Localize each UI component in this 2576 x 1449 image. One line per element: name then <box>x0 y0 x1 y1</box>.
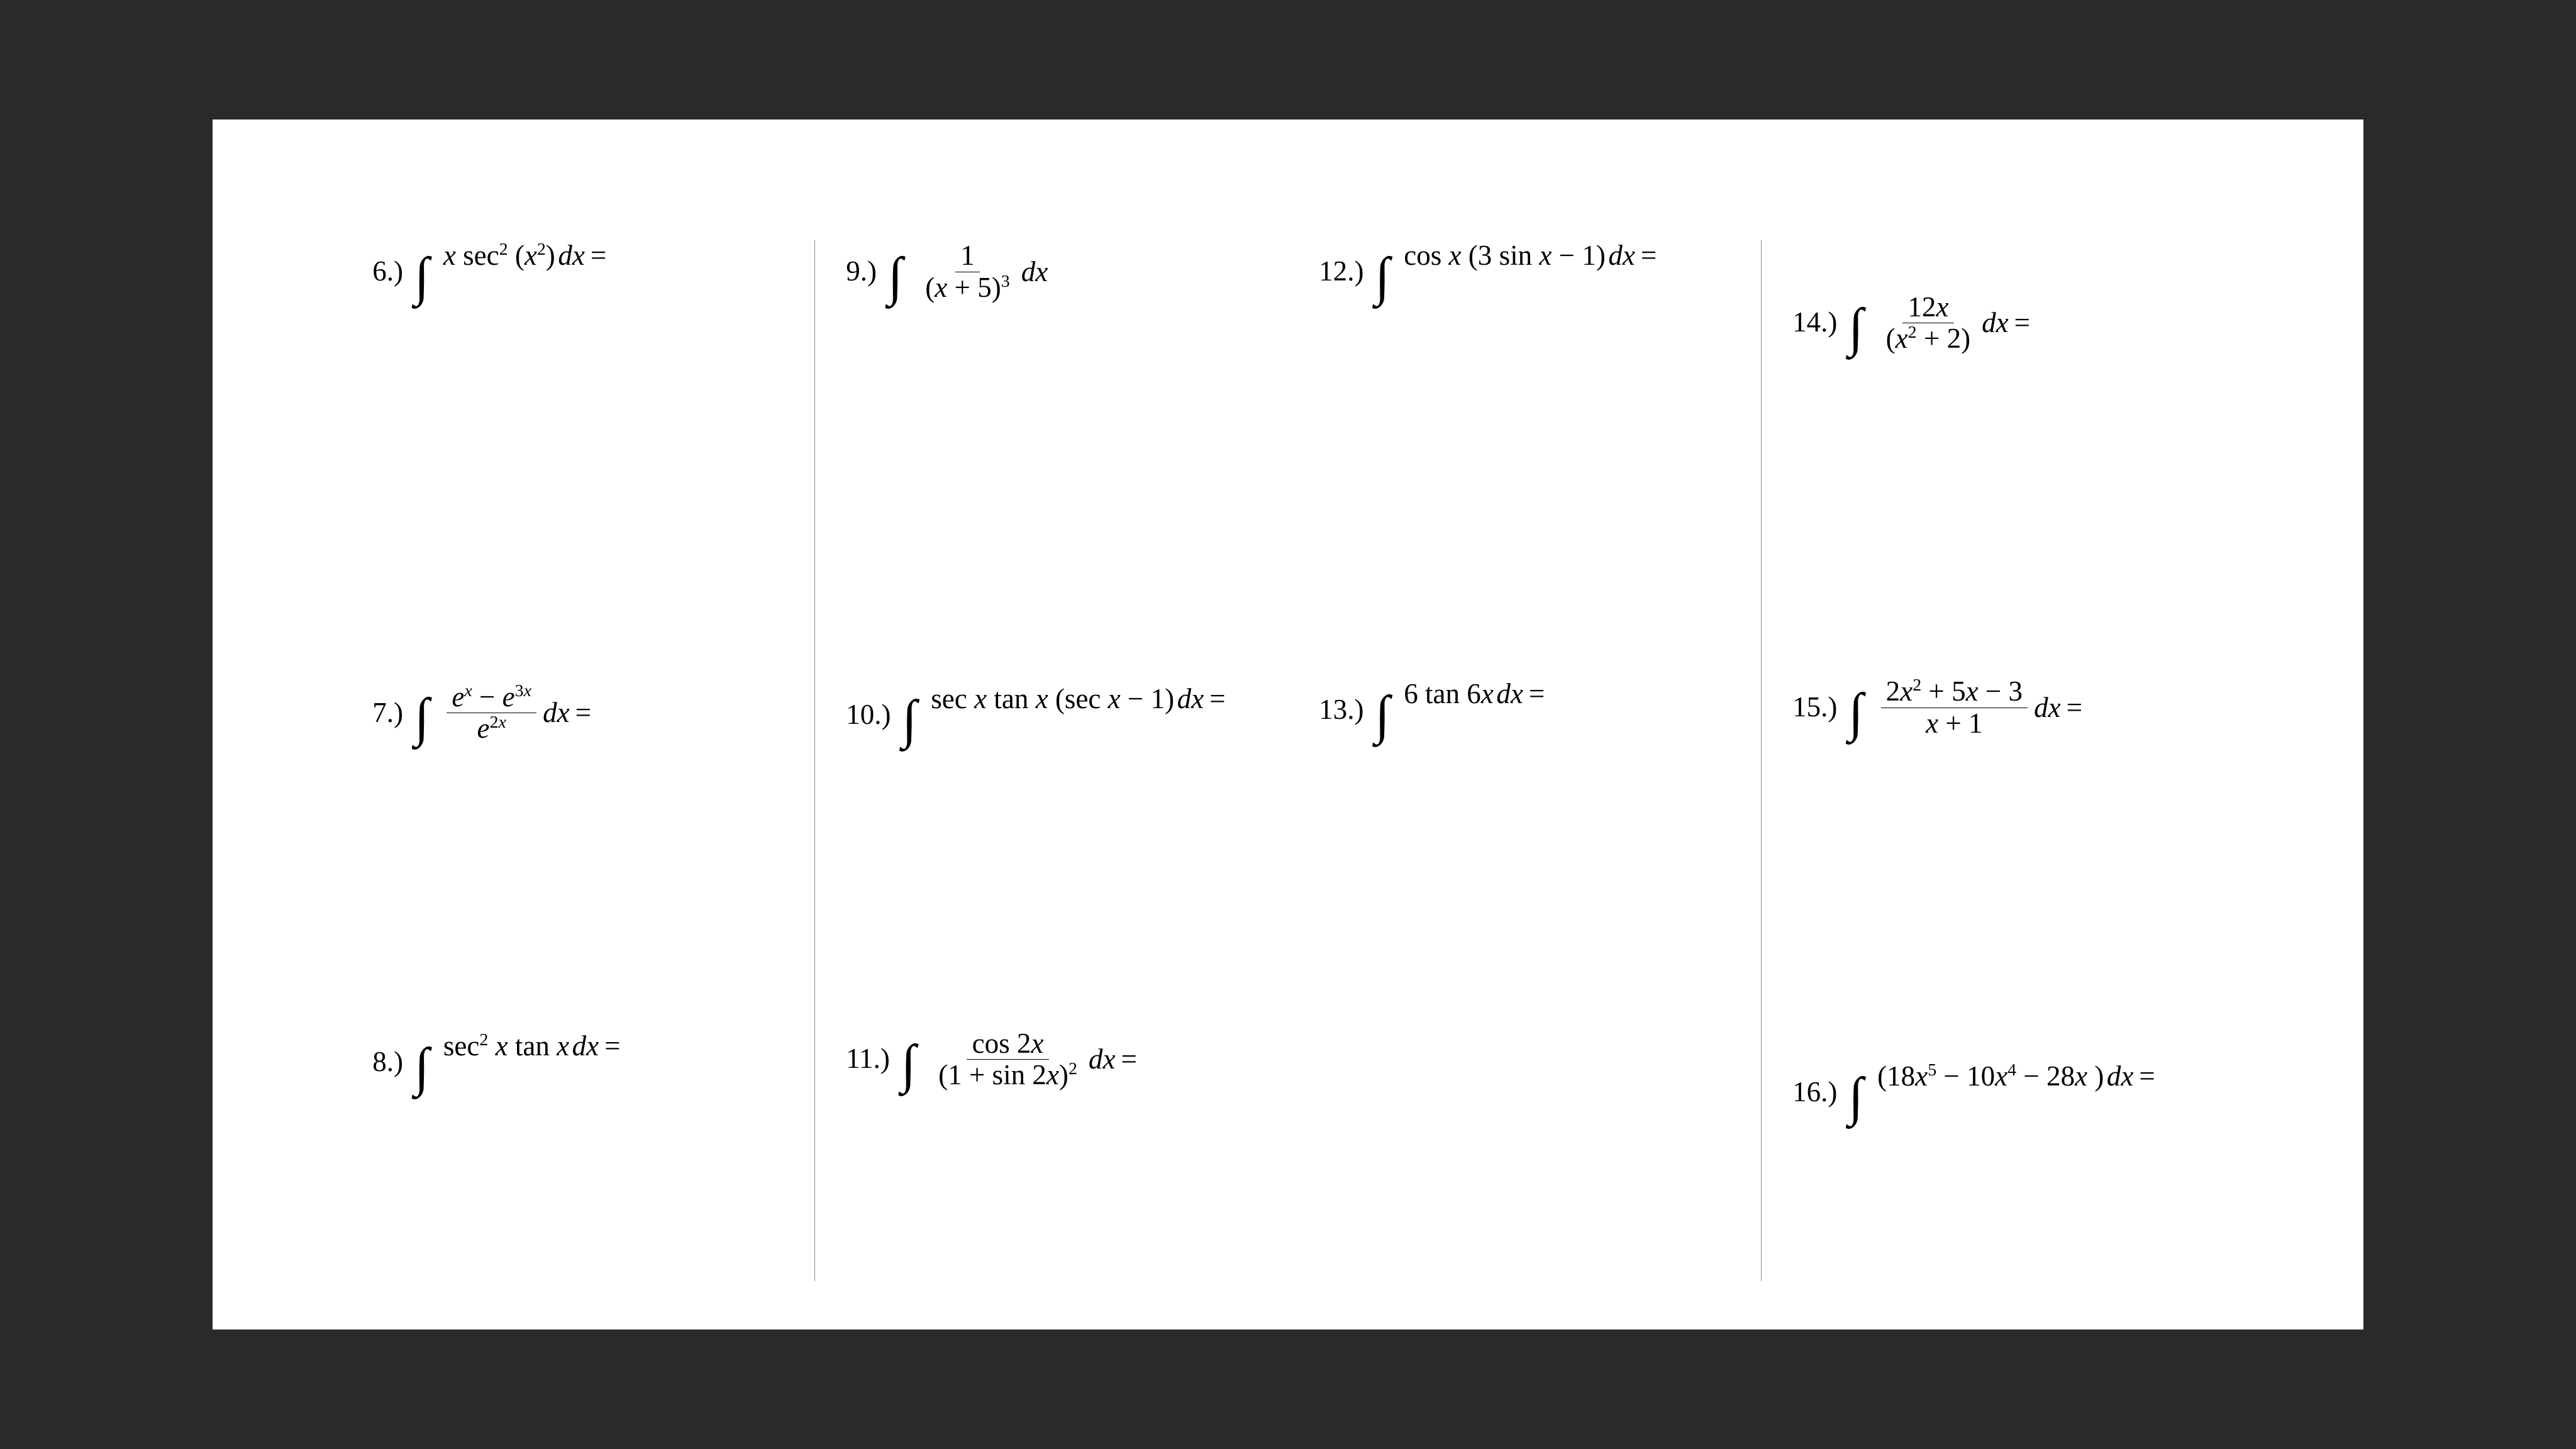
problem-number: 10.) <box>846 684 891 730</box>
problem-14: 14.) ∫ 12x (x2 + 2) dx = <box>1792 292 2204 355</box>
integrand: 2x2 + 5x − 3 x + 1 dx = <box>1877 676 2082 739</box>
integrand: 1 (x + 5)3 dx <box>917 240 1054 303</box>
integral-sign: ∫ <box>902 690 920 749</box>
integrand: (18x5 − 10x4 − 28x ) dx = <box>1877 1061 2155 1092</box>
integral-sign: ∫ <box>414 688 432 747</box>
worksheet-page: 6.) ∫ x sec2 (x2) dx = 7.) ∫ ex − e3x e2… <box>213 119 2363 1330</box>
integrand: x sec2 (x2) dx = <box>443 240 606 272</box>
problem-15: 15.) ∫ 2x2 + 5x − 3 x + 1 dx = <box>1792 676 2204 739</box>
integral-sign: ∫ <box>1848 298 1866 357</box>
problem-12: 12.) ∫ cos x (3 sin x − 1) dx = <box>1319 240 1730 299</box>
integral-sign: ∫ <box>414 1038 432 1097</box>
problem-9: 9.) ∫ 1 (x + 5)3 dx <box>846 240 1257 303</box>
integrand: sec x tan x (sec x − 1) dx = <box>931 684 1225 715</box>
problem-number: 13.) <box>1319 679 1363 725</box>
problem-8: 8.) ∫ sec2 x tan x dx = <box>372 1031 784 1090</box>
integral-sign: ∫ <box>1375 247 1392 306</box>
integrand: ex − e3x e2x dx = <box>443 682 591 745</box>
integral-sign: ∫ <box>414 247 432 306</box>
column-4: 14.) ∫ 12x (x2 + 2) dx = 15.) ∫ 2x2 + 5 <box>1762 240 2235 1281</box>
problem-number: 7.) <box>372 682 403 728</box>
problem-11: 11.) ∫ cos 2x (1 + sin 2x)2 dx = <box>846 1028 1257 1091</box>
problem-number: 15.) <box>1792 676 1837 723</box>
integral-sign: ∫ <box>1848 683 1866 742</box>
problem-number: 14.) <box>1792 292 1837 338</box>
problem-10: 10.) ∫ sec x tan x (sec x − 1) dx = <box>846 684 1257 743</box>
problem-13: 13.) ∫ 6 tan 6x dx = <box>1319 679 1730 738</box>
worksheet-grid: 6.) ∫ x sec2 (x2) dx = 7.) ∫ ex − e3x e2… <box>341 240 2235 1281</box>
column-1: 6.) ∫ x sec2 (x2) dx = 7.) ∫ ex − e3x e2… <box>341 240 815 1281</box>
problem-number: 11.) <box>846 1028 890 1075</box>
integrand: 6 tan 6x dx = <box>1404 679 1545 710</box>
problem-7: 7.) ∫ ex − e3x e2x dx = <box>372 682 784 745</box>
integral-sign: ∫ <box>1375 686 1392 745</box>
integral-sign: ∫ <box>888 247 906 306</box>
problem-number: 6.) <box>372 240 403 287</box>
integrand: sec2 x tan x dx = <box>443 1031 621 1062</box>
problem-number: 9.) <box>846 240 877 287</box>
problem-16: 16.) ∫ (18x5 − 10x4 − 28x ) dx = <box>1792 1061 2204 1120</box>
problem-number: 8.) <box>372 1031 403 1077</box>
integral-sign: ∫ <box>901 1035 919 1094</box>
integrand: cos x (3 sin x − 1) dx = <box>1404 240 1657 272</box>
integrand: cos 2x (1 + sin 2x)2 dx = <box>930 1028 1137 1091</box>
integrand: 12x (x2 + 2) dx = <box>1877 292 2030 355</box>
column-2: 9.) ∫ 1 (x + 5)3 dx 10.) ∫ sec x tan x (… <box>815 240 1288 1281</box>
problem-number: 12.) <box>1319 240 1363 287</box>
problem-number: 16.) <box>1792 1061 1837 1108</box>
problem-6: 6.) ∫ x sec2 (x2) dx = <box>372 240 784 299</box>
integral-sign: ∫ <box>1848 1067 1866 1126</box>
column-3: 12.) ∫ cos x (3 sin x − 1) dx = 13.) ∫ 6… <box>1288 240 1762 1281</box>
